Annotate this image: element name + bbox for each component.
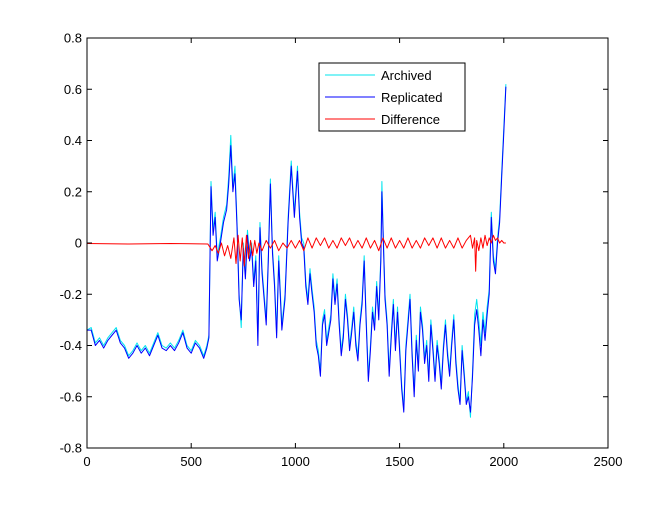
y-tick-label: -0.4	[60, 338, 82, 353]
legend-label-replicated: Replicated	[381, 90, 442, 105]
x-tick-label: 0	[83, 454, 90, 469]
y-tick-label: 0	[75, 236, 82, 251]
y-tick-label: -0.6	[60, 389, 82, 404]
y-tick-label: -0.2	[60, 287, 82, 302]
y-tick-label: -0.8	[60, 441, 82, 456]
legend: Archived Replicated Difference	[318, 62, 466, 132]
series-line-difference	[87, 234, 506, 272]
x-tick-label: 1000	[281, 454, 310, 469]
y-tick-label: 0.8	[64, 31, 82, 46]
y-tick-label: 0.6	[64, 82, 82, 97]
legend-label-difference: Difference	[381, 112, 440, 127]
series-line-replicated	[87, 86, 507, 413]
x-tick-label: 2500	[594, 454, 623, 469]
y-tick-label: 0.2	[64, 184, 82, 199]
x-tick-label: 1500	[385, 454, 414, 469]
series-layer	[87, 84, 507, 418]
x-tick-label: 2000	[489, 454, 518, 469]
tick-layer: 0 500 1000 1500 2000 2500 -0.8 -0.6 -0.4 -0.2 0 0.2…	[60, 31, 623, 470]
legend-label-archived: Archived	[381, 68, 432, 83]
x-tick-label: 500	[180, 454, 202, 469]
y-tick-label: 0.4	[64, 133, 82, 148]
